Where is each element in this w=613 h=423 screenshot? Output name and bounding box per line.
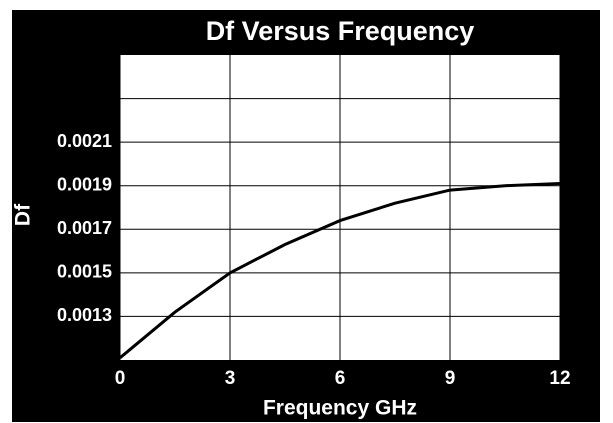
y-tick-label: 0.0021 [57, 131, 112, 151]
x-tick-label: 12 [549, 368, 570, 389]
y-tick-label: 0.0013 [57, 305, 112, 325]
chart-title: Df Versus Frequency [206, 16, 475, 46]
y-tick-label: 0.0019 [57, 174, 112, 194]
y-tick-label: 0.0015 [57, 262, 112, 282]
x-tick-label: 3 [225, 368, 236, 389]
line [119, 182, 561, 359]
y-axis-title: Df [12, 203, 35, 226]
x-tick-label: 6 [335, 368, 346, 389]
x-tick-label: 0 [115, 368, 126, 389]
x-axis-title: Frequency GHz [263, 397, 417, 420]
x-tick-label: 9 [445, 368, 456, 389]
y-tick-label: 0.0017 [57, 218, 112, 238]
